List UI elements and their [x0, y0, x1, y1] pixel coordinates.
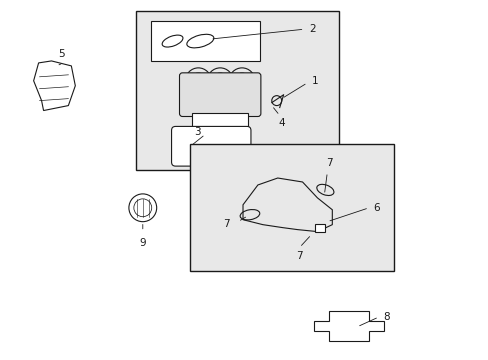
Text: 3: 3 — [193, 127, 200, 138]
FancyBboxPatch shape — [136, 11, 339, 170]
Text: 7: 7 — [325, 158, 332, 168]
Text: 8: 8 — [382, 312, 389, 322]
Text: 9: 9 — [139, 238, 146, 248]
FancyBboxPatch shape — [171, 126, 250, 166]
Ellipse shape — [162, 35, 183, 47]
Bar — [315, 224, 325, 231]
Ellipse shape — [186, 34, 213, 48]
Text: 1: 1 — [311, 76, 318, 86]
Text: 4: 4 — [278, 118, 285, 129]
FancyBboxPatch shape — [150, 21, 259, 61]
Text: 7: 7 — [296, 251, 302, 261]
Text: 2: 2 — [309, 24, 315, 34]
Text: 7: 7 — [223, 219, 230, 229]
FancyBboxPatch shape — [179, 73, 260, 117]
Text: 6: 6 — [372, 203, 379, 213]
FancyBboxPatch shape — [190, 144, 393, 271]
Bar — [192, 113, 247, 130]
Text: 5: 5 — [58, 49, 64, 59]
